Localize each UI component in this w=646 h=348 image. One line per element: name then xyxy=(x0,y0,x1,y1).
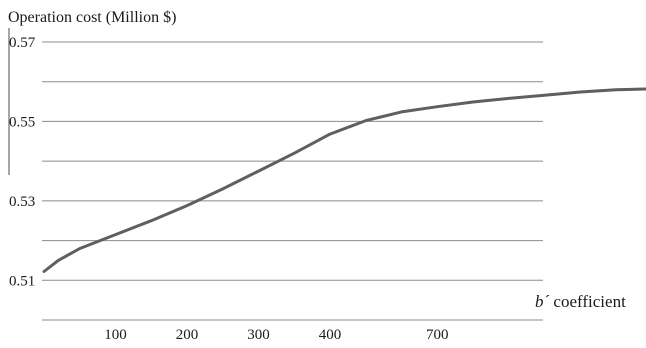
y-tick-label: 0.53 xyxy=(9,194,35,210)
x-axis-label-symbol: b´ xyxy=(535,292,550,311)
x-tick-label: 400 xyxy=(319,327,342,343)
series-line xyxy=(42,87,646,273)
x-tick-label: 300 xyxy=(247,327,270,343)
x-axis-label-text: coefficient xyxy=(549,292,626,311)
x-tick-labels: 100 200 300 400 700 xyxy=(104,327,448,343)
x-tick-label: 200 xyxy=(176,327,199,343)
chart-title: Operation cost (Million $) xyxy=(8,9,176,26)
y-tick-label: 0.51 xyxy=(9,273,35,289)
x-tick-label: 100 xyxy=(104,327,127,343)
x-axis-label: b´ coefficient xyxy=(535,292,626,311)
series-group xyxy=(42,87,646,273)
y-tick-label: 0.55 xyxy=(9,114,35,130)
y-tick-label: 0.57 xyxy=(9,35,36,51)
grid-lines xyxy=(42,41,543,321)
y-tick-labels: 0.51 0.53 0.55 0.57 xyxy=(9,35,36,289)
x-tick-label: 700 xyxy=(426,327,449,343)
